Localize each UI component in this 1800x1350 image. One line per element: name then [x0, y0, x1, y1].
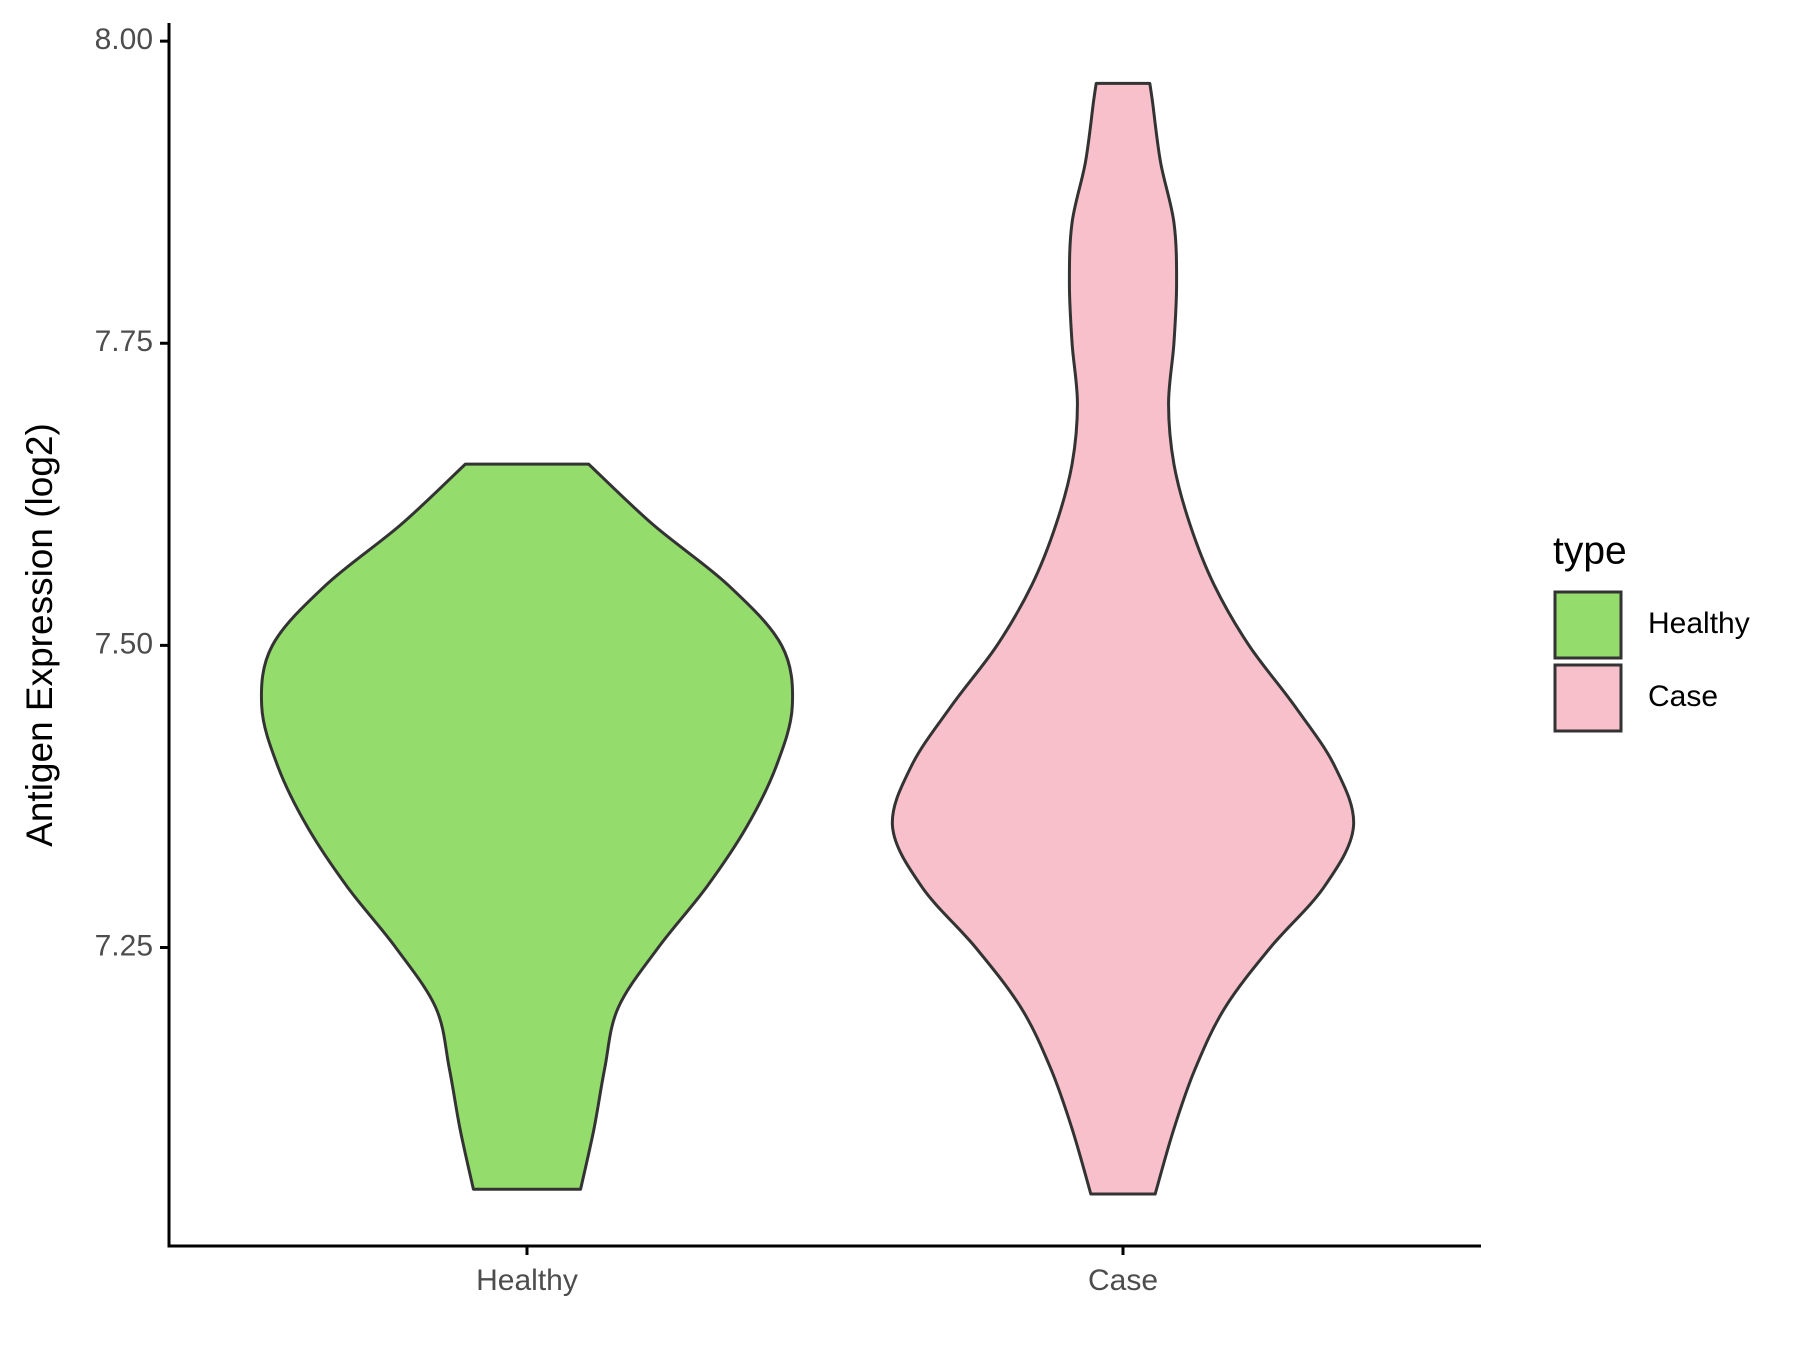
legend-key	[1553, 663, 1623, 733]
legend-title: type	[1553, 529, 1627, 572]
legend-label: Healthy	[1648, 607, 1750, 640]
y-axis-title: Antigen Expression (log2)	[19, 423, 60, 847]
legend-key	[1553, 590, 1623, 660]
y-tick-label: 7.75	[95, 325, 153, 358]
x-tick-label: Healthy	[476, 1264, 578, 1297]
x-tick-label: Case	[1088, 1264, 1158, 1297]
violin	[259, 462, 795, 1191]
y-tick-label: 7.50	[95, 627, 153, 660]
legend-label: Case	[1648, 680, 1718, 713]
y-tick-label: 8.00	[95, 23, 153, 56]
y-tick-label: 7.25	[95, 929, 153, 962]
violin	[890, 81, 1356, 1196]
